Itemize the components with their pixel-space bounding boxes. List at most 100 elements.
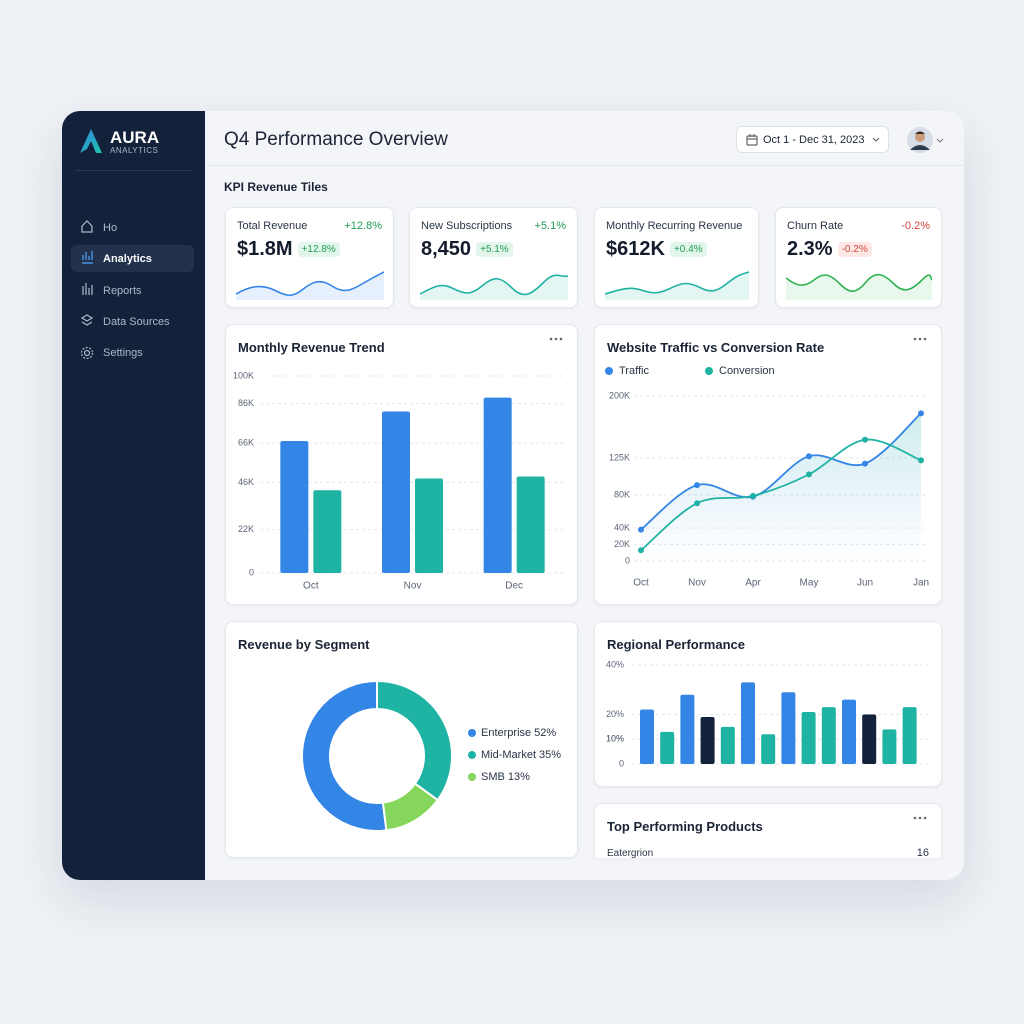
legend-swatch bbox=[468, 751, 476, 759]
sidebar: AURA ANALYTICS bbox=[62, 111, 205, 880]
y-tick-label: 10% bbox=[606, 734, 624, 744]
sparkline bbox=[605, 271, 749, 300]
product-name: Eatergrion bbox=[607, 848, 654, 859]
bar bbox=[483, 397, 512, 573]
more-menu[interactable] bbox=[549, 337, 563, 341]
bar bbox=[821, 707, 836, 764]
kpi-label: Total Revenue bbox=[237, 220, 308, 232]
y-tick-label: 100K bbox=[233, 370, 254, 380]
legend-swatch bbox=[468, 773, 476, 781]
kpi-badge: +0.4% bbox=[669, 242, 707, 257]
legend-category: Enterprise bbox=[481, 727, 531, 739]
tagline: ANALYTICS bbox=[110, 146, 159, 155]
kpi-label: Churn Rate bbox=[787, 220, 844, 232]
bar bbox=[516, 476, 545, 573]
chevron bbox=[872, 137, 880, 142]
kpi-value: $1.8M bbox=[237, 238, 293, 260]
point bbox=[918, 457, 924, 464]
legend-category: SMB bbox=[481, 771, 505, 783]
bar bbox=[415, 478, 443, 573]
point bbox=[694, 482, 700, 489]
y-tick-label: 10% bbox=[606, 734, 624, 744]
y-tick-label: 46K bbox=[238, 477, 254, 487]
nav-item[interactable]: Data Sources bbox=[103, 315, 170, 328]
chart-title: Monthly Revenue Trend bbox=[238, 340, 385, 355]
x-tick-label: Apr bbox=[745, 578, 761, 589]
chart-title: Revenue by Segment bbox=[238, 637, 370, 652]
x-tick-label: Oct bbox=[633, 578, 649, 589]
point bbox=[750, 492, 756, 499]
y-tick-label: 40% bbox=[606, 659, 624, 669]
legend-swatch bbox=[605, 367, 613, 375]
more-menu[interactable] bbox=[913, 816, 927, 820]
y-tick-label: 20K bbox=[614, 539, 630, 549]
point bbox=[638, 526, 644, 533]
y-tick-label: 80K bbox=[614, 489, 630, 499]
bar bbox=[842, 699, 856, 764]
bar bbox=[640, 709, 654, 764]
x-tick-label: Nov bbox=[404, 581, 422, 592]
kpi-row: 8,450 +5.1% bbox=[421, 238, 513, 261]
more-menu[interactable] bbox=[913, 337, 927, 341]
chart-title: Website Traffic vs Conversion Rate bbox=[607, 340, 825, 355]
y-tick-label: 0 bbox=[619, 758, 624, 768]
point bbox=[862, 460, 868, 467]
x-tick-label: Jan bbox=[913, 578, 929, 589]
chart-title: Regional Performance bbox=[607, 637, 745, 652]
bar bbox=[902, 707, 917, 764]
point bbox=[918, 410, 924, 417]
legend-value: 13% bbox=[508, 771, 530, 783]
bar bbox=[781, 692, 796, 764]
date-range: Oct 1 - Dec 31, 2023 bbox=[763, 133, 865, 146]
legend-swatch bbox=[705, 367, 713, 375]
logo-icon bbox=[80, 129, 102, 153]
traffic-chart: 0 20K 40K 125K 80K 200K Oct Nov Apr May Jun Jan Traf… bbox=[605, 365, 929, 589]
y-tick-label: 125K bbox=[609, 452, 630, 462]
nav-item[interactable]: Reports bbox=[103, 284, 142, 297]
kpi-value: 8,450 bbox=[421, 238, 472, 260]
bar bbox=[280, 441, 309, 573]
calendar-icon bbox=[746, 134, 758, 146]
y-tick-label: 66K bbox=[238, 437, 254, 447]
bar bbox=[680, 694, 695, 764]
legend-value: 52% bbox=[534, 727, 556, 739]
sparkline bbox=[420, 274, 568, 300]
point bbox=[806, 453, 812, 460]
legend-label: Conversion bbox=[719, 365, 775, 377]
y-tick-label: 40K bbox=[614, 522, 630, 532]
products-title: Top Performing Products bbox=[607, 819, 763, 834]
kpi-change: +12.8% bbox=[344, 220, 382, 232]
legend-label: SMB 13% bbox=[481, 771, 530, 783]
bar bbox=[801, 712, 816, 764]
bar bbox=[700, 716, 715, 764]
kpi-row: $1.8M +12.8% bbox=[237, 238, 340, 261]
sparkline bbox=[236, 271, 384, 300]
date-picker[interactable]: Oct 1 - Dec 31, 2023 bbox=[736, 126, 889, 153]
kpi-card: Monthly Recurring Revenue $612K +0.4% bbox=[594, 207, 759, 308]
legend-value: 35% bbox=[539, 749, 561, 761]
avatar[interactable] bbox=[905, 125, 947, 155]
bar bbox=[720, 726, 735, 764]
x-tick-label: Jun bbox=[857, 578, 873, 589]
kpi-value: $612K bbox=[606, 238, 665, 260]
nav-item[interactable]: Ho bbox=[103, 221, 118, 234]
product-value: 16 bbox=[916, 847, 929, 859]
line bbox=[640, 412, 922, 531]
kpi-change: +5.1% bbox=[534, 220, 567, 232]
donut-slice bbox=[376, 679, 453, 802]
products-card: Top Performing Products Eatergrion 16 bbox=[594, 803, 942, 859]
kpi-value: 2.3% bbox=[787, 238, 833, 260]
x-tick-label: Oct bbox=[303, 581, 319, 592]
kpi-card: New Subscriptions +5.1% 8,450 +5.1% bbox=[409, 207, 578, 308]
bar bbox=[382, 411, 410, 573]
point bbox=[806, 471, 812, 478]
y-tick-label: 200K bbox=[609, 390, 630, 400]
header-divider bbox=[205, 165, 964, 166]
nav-item[interactable]: Settings bbox=[103, 346, 143, 359]
kpi-row: $612K +0.4% bbox=[606, 238, 707, 261]
bar bbox=[862, 714, 877, 764]
donut-slice bbox=[381, 782, 440, 832]
bar bbox=[882, 729, 897, 764]
point bbox=[638, 547, 644, 554]
